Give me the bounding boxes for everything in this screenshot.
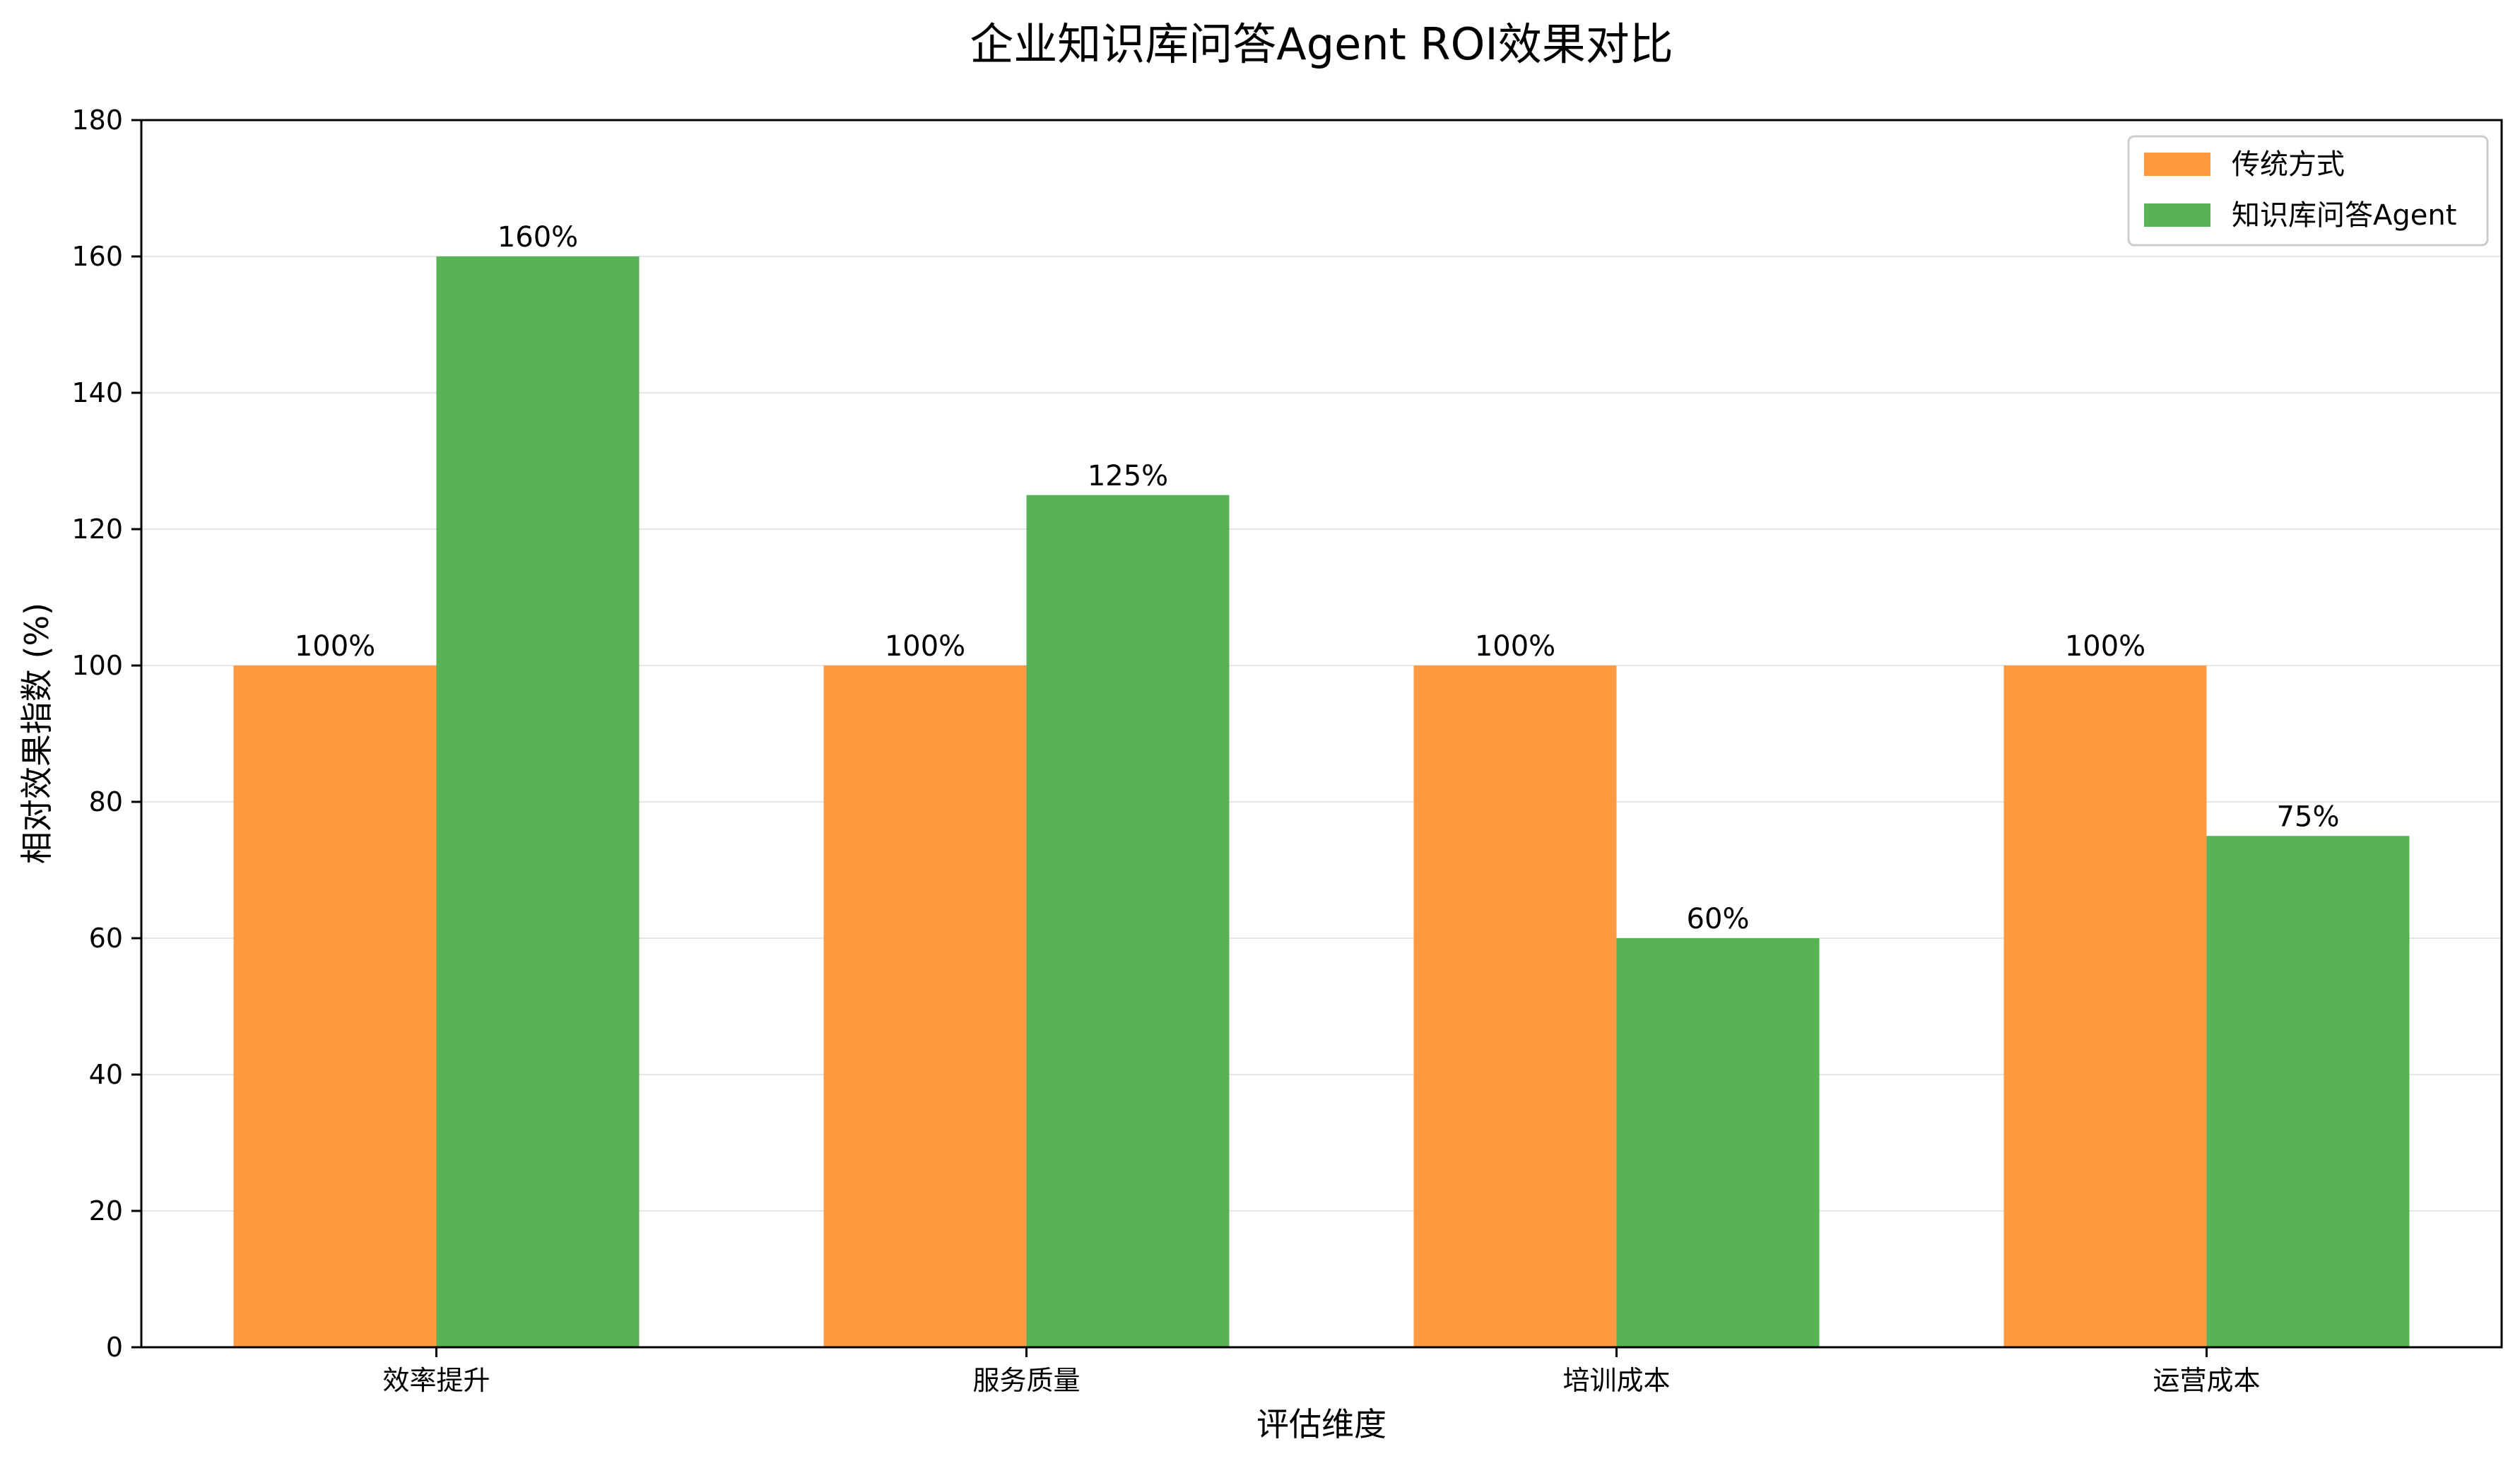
plot-area-frame (140, 119, 2503, 1349)
bar-agent (1026, 495, 1230, 1347)
y-tick-label: 80 (89, 786, 123, 817)
bar-value-labels: 100% 160% 100% 125% 100% 60% 100% 75% (295, 221, 2340, 935)
legend-swatch-agent (2144, 203, 2210, 227)
y-tick-label: 0 (106, 1332, 123, 1363)
x-tick-label: 服务质量 (972, 1365, 1080, 1396)
legend-label-traditional: 传统方式 (2232, 148, 2345, 181)
legend: 传统方式 知识库问答Agent (2127, 135, 2489, 247)
x-tick-label: 效率提升 (382, 1365, 490, 1396)
y-tick-label: 140 (71, 377, 123, 408)
y-tick-label: 20 (89, 1195, 123, 1226)
y-tick-label: 120 (71, 514, 123, 545)
y-tick-label: 160 (71, 241, 123, 272)
bar-value-label: 100% (885, 630, 965, 663)
bar-traditional (233, 666, 437, 1347)
x-tick-label: 运营成本 (2153, 1365, 2260, 1396)
x-axis-title: 评估维度 (1256, 1405, 1386, 1443)
bar-agent (2206, 836, 2410, 1347)
y-tick-label: 100 (71, 650, 123, 681)
x-axis-ticks: 效率提升 服务质量 培训成本 运营成本 (382, 1347, 2261, 1396)
y-axis-ticks: 0 20 40 60 80 100 120 140 160 180 (71, 105, 141, 1363)
y-tick-label: 60 (89, 923, 123, 954)
bar-value-label: 100% (2065, 630, 2145, 663)
bar-traditional (823, 666, 1027, 1347)
legend-frame (2127, 135, 2489, 247)
bars (233, 256, 2410, 1347)
y-tick-label: 40 (89, 1059, 123, 1090)
legend-swatch-traditional (2144, 153, 2210, 176)
bar-value-label: 160% (497, 221, 578, 254)
bar-value-label: 125% (1088, 460, 1168, 492)
bar-traditional (1413, 666, 1617, 1347)
bar-value-label: 60% (1687, 903, 1750, 935)
y-tick-label: 180 (71, 105, 123, 136)
bar-agent (1616, 938, 1820, 1347)
bar-value-label: 100% (1475, 630, 1555, 663)
x-tick-label: 培训成本 (1562, 1365, 1670, 1396)
bar-value-label: 100% (295, 630, 375, 663)
y-axis-title: 相对效果指数 (%) (18, 603, 56, 864)
bar-value-label: 75% (2277, 800, 2340, 833)
bar-traditional (2003, 666, 2207, 1347)
bar-agent (436, 256, 640, 1347)
chart-title: 企业知识库问答Agent ROI效果对比 (970, 18, 1673, 70)
legend-label-agent: 知识库问答Agent (2232, 199, 2456, 232)
